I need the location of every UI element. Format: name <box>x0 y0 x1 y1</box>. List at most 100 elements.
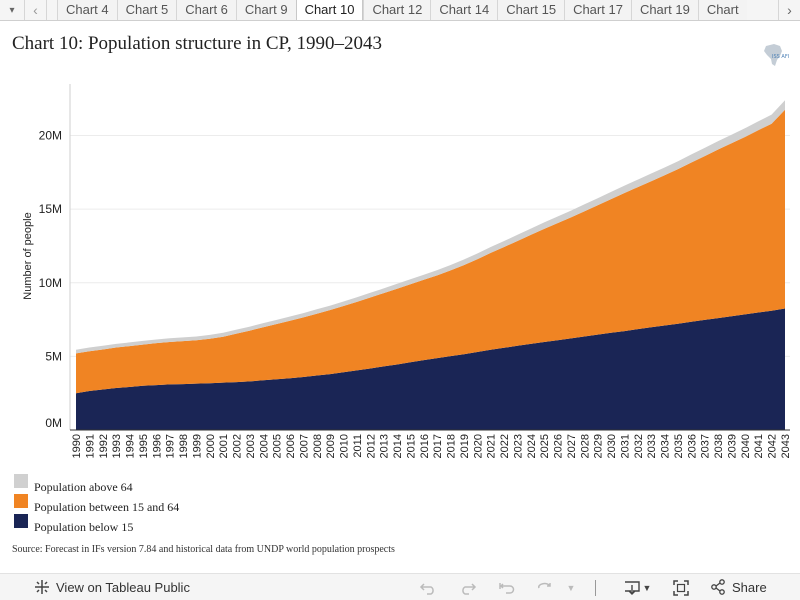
x-tick-label: 2005 <box>272 434 284 458</box>
x-tick-label: 2026 <box>553 434 565 458</box>
tab-chart-12[interactable]: Chart 12 <box>363 0 431 20</box>
redo-icon <box>462 583 477 595</box>
x-tick-label: 2033 <box>646 434 658 458</box>
download-button[interactable]: ▼ <box>622 579 652 597</box>
tab-bar: ▾ ‹ Chart 4 Chart 5 Chart 6 Chart 9 Chart 10… <box>0 0 800 21</box>
caret-down-icon: ▼ <box>642 583 652 593</box>
revert-button[interactable] <box>497 579 517 597</box>
legend-swatch <box>14 474 28 488</box>
y-tick-label: 20M <box>39 129 62 143</box>
bottom-toolbar: View on Tableau Public ▼ ▼ Share <box>0 573 800 600</box>
x-tick-label: 1991 <box>84 434 96 458</box>
undo-icon <box>419 583 434 595</box>
refresh-icon <box>538 582 551 589</box>
tab-chart-15[interactable]: Chart 15 <box>497 0 565 20</box>
x-tick-label: 2010 <box>339 434 351 458</box>
x-tick-label: 2007 <box>298 434 310 458</box>
x-tick-label: 1998 <box>178 434 190 458</box>
caret-down-icon: ▼ <box>566 583 576 593</box>
x-tick-label: 2037 <box>700 434 712 458</box>
share-label: Share <box>732 579 767 595</box>
x-tick-label: 1997 <box>165 434 177 458</box>
x-tick-label: 2034 <box>660 434 672 458</box>
revert-icon <box>499 583 515 594</box>
x-tick-label: 2042 <box>767 434 779 458</box>
x-tick-label: 2041 <box>753 434 765 458</box>
x-tick-label: 2012 <box>365 434 377 458</box>
tab-list: Chart 4 Chart 5 Chart 6 Chart 9 Chart 10 Char… <box>47 0 778 20</box>
tab-chart-19[interactable]: Chart 19 <box>630 0 698 20</box>
tab-chart-4[interactable]: Chart 4 <box>57 0 117 20</box>
tab-chart[interactable]: Chart <box>697 0 747 20</box>
tab-chart-17[interactable]: Chart 17 <box>564 0 631 20</box>
x-tick-label: 2004 <box>258 434 270 458</box>
x-tick-label: 1995 <box>138 434 150 458</box>
chevron-right-icon: › <box>787 2 792 18</box>
x-tick-label: 2011 <box>352 434 364 458</box>
x-tick-label: 2008 <box>312 434 324 458</box>
africa-map-icon <box>764 44 782 66</box>
tableau-logo-icon <box>35 580 49 594</box>
x-tick-label: 2015 <box>405 434 417 458</box>
view-on-tableau-button[interactable]: View on Tableau Public <box>34 579 190 595</box>
tab-scroll-left-button[interactable]: ‹ <box>25 0 47 20</box>
source-note: Source: Forecast in IFs version 7.84 and… <box>12 544 395 555</box>
tab-chart-9[interactable]: Chart 9 <box>235 0 296 20</box>
fullscreen-button[interactable] <box>671 579 691 597</box>
tab-list-dropdown[interactable]: ▾ <box>0 0 25 20</box>
y-tick-label: 15M <box>39 202 62 216</box>
x-tick-label: 2028 <box>579 434 591 458</box>
view-on-tableau-label: View on Tableau Public <box>56 579 190 595</box>
area-series-population-between-15-and-64[interactable] <box>76 109 785 394</box>
tab-chart-6[interactable]: Chart 6 <box>176 0 236 20</box>
x-tick-label: 2006 <box>285 434 297 458</box>
caret-down-icon: ▾ <box>9 4 15 16</box>
x-tick-label: 2002 <box>232 434 244 458</box>
tab-chart-5[interactable]: Chart 5 <box>116 0 177 20</box>
undo-button[interactable] <box>418 579 438 597</box>
x-tick-label: 2018 <box>446 434 458 458</box>
x-tick-label: 2019 <box>459 434 471 458</box>
x-tick-label: 2027 <box>566 434 578 458</box>
x-tick-label: 1999 <box>191 434 203 458</box>
legend-label: Population between 15 and 64 <box>34 500 180 514</box>
tab-chart-14[interactable]: Chart 14 <box>430 0 498 20</box>
share-button[interactable]: Share <box>710 579 767 595</box>
area-series-population-below-15[interactable] <box>76 308 785 431</box>
legend-label: Population above 64 <box>34 480 133 494</box>
x-tick-label: 2024 <box>526 434 538 458</box>
chart-title: Chart 10: Population structure in CP, 19… <box>12 33 382 54</box>
x-tick-label: 2031 <box>620 434 632 458</box>
y-tick-label: 10M <box>39 276 62 290</box>
x-tick-label: 2039 <box>727 434 739 458</box>
x-tick-label: 2021 <box>486 434 498 458</box>
y-tick-label: 5M <box>45 349 62 363</box>
x-tick-label: 2016 <box>419 434 431 458</box>
y-tick-label: 0M <box>45 416 62 430</box>
toolbar-divider <box>595 580 596 596</box>
x-tick-label: 2023 <box>513 434 525 458</box>
x-tick-label: 2025 <box>539 434 551 458</box>
refresh-options-dropdown[interactable]: ▼ <box>561 579 581 597</box>
share-icon <box>711 579 725 595</box>
download-icon <box>624 581 640 595</box>
refresh-button[interactable] <box>535 579 555 597</box>
tab-chart-10[interactable]: Chart 10 <box>295 0 364 20</box>
x-tick-label: 2035 <box>673 434 685 458</box>
x-tick-label: 2043 <box>780 434 792 458</box>
x-tick-label: 1994 <box>125 434 137 458</box>
x-tick-label: 2030 <box>606 434 618 458</box>
fullscreen-icon <box>673 580 689 596</box>
legend-swatch <box>14 494 28 508</box>
x-tick-label: 2038 <box>713 434 725 458</box>
redo-button[interactable] <box>458 579 478 597</box>
x-tick-label: 2000 <box>205 434 217 458</box>
area-chart: 0M 5M 10M 15M 20M 1990 1991 1992 1993 1994 1995 199… <box>0 70 800 470</box>
x-tick-label: 2022 <box>499 434 511 458</box>
x-tick-label: 2036 <box>686 434 698 458</box>
legend-label: Population below 15 <box>34 520 134 534</box>
tab-scroll-right-button[interactable]: › <box>778 0 800 20</box>
x-tick-label: 2003 <box>245 434 257 458</box>
logo-text: ISS AFI <box>772 54 790 60</box>
